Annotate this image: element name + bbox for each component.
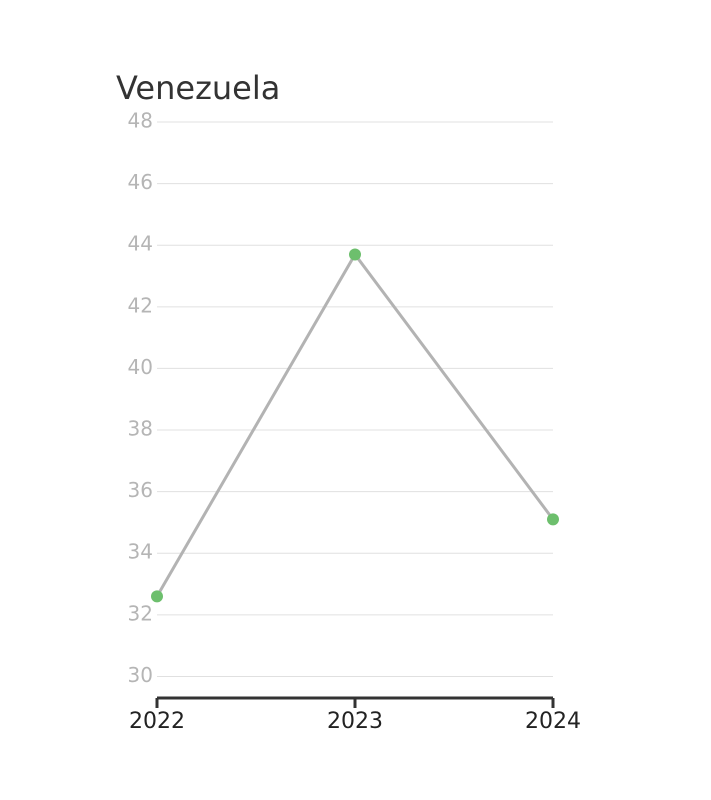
x-tick-label: 2024 xyxy=(525,709,581,734)
marker xyxy=(151,590,163,603)
line xyxy=(155,251,555,598)
y-tick-label: 38 xyxy=(128,417,153,441)
y-tick-label: 32 xyxy=(128,601,153,625)
y-tick-label: 30 xyxy=(128,663,153,687)
marker xyxy=(547,513,559,526)
y-tick-label: 36 xyxy=(128,478,153,502)
y-tick-label: 48 xyxy=(128,109,153,133)
y-tick-label: 42 xyxy=(128,293,153,317)
chart-title: Venezuela xyxy=(116,69,280,107)
y-tick-label: 40 xyxy=(128,355,153,379)
marker xyxy=(349,248,361,261)
x-tick-label: 2023 xyxy=(327,709,383,734)
y-tick-label: 46 xyxy=(128,170,153,194)
y-tick-label: 44 xyxy=(128,232,153,256)
y-tick-label: 34 xyxy=(128,540,153,564)
x-tick-label: 2022 xyxy=(129,709,185,734)
